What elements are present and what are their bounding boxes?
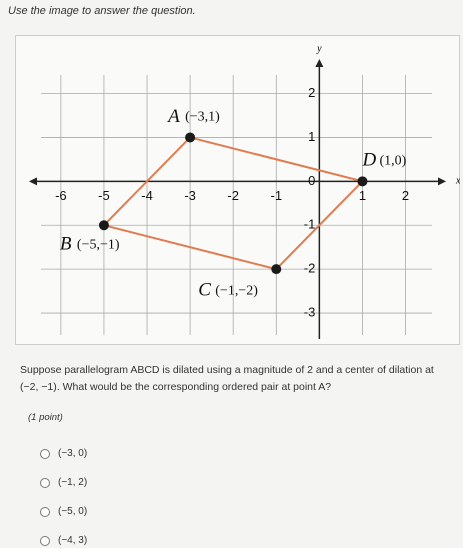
option[interactable]: (−5, 0) xyxy=(40,506,87,517)
option[interactable]: (−1, 2) xyxy=(40,477,87,488)
question: Suppose parallelogram ABCD is dilated us… xyxy=(20,364,434,393)
vertex xyxy=(98,220,109,231)
vertex-name: C xyxy=(198,280,211,301)
option[interactable]: (−4, 3) xyxy=(40,535,87,546)
vertex-coords: (−1,−2) xyxy=(215,283,258,298)
y-tick-label: -2 xyxy=(304,261,316,276)
x-tick-label: -4 xyxy=(141,188,153,203)
option-label: (−5, 0) xyxy=(58,506,88,517)
axis-label: x xyxy=(455,176,460,187)
x-tick-label: -3 xyxy=(184,188,196,203)
option-label: (−1, 2) xyxy=(58,477,88,488)
x-tick-label: 1 xyxy=(359,188,366,203)
radio-button[interactable] xyxy=(40,448,50,459)
figure-frame xyxy=(15,35,460,345)
prompt: Use the image to answer the question. xyxy=(8,5,196,17)
vertex xyxy=(185,132,196,143)
x-tick-label: 2 xyxy=(402,188,409,203)
x-tick-label: -5 xyxy=(98,188,110,203)
x-tick-label: -1 xyxy=(270,188,282,203)
vertex-name: B xyxy=(60,234,72,255)
figure: x y -6 -5 -4 -3 -2 -1 1 2 -3 -2 -1 0 1 2 A (−3,1) B (−5,−1)… xyxy=(15,35,460,345)
vertex-name: A xyxy=(166,106,180,127)
radio-button[interactable] xyxy=(40,506,50,517)
option[interactable]: (−3, 0) xyxy=(40,448,87,459)
points-note: (1 point) xyxy=(28,412,63,423)
vertex-coords: (−3,1) xyxy=(185,110,220,125)
axis-label: y xyxy=(316,43,322,54)
x-tick-label: -2 xyxy=(227,188,239,203)
y-tick-label: -1 xyxy=(304,217,316,232)
vertex-name: D xyxy=(361,150,376,171)
option-label: (−3, 0) xyxy=(58,448,88,459)
y-tick-label: -3 xyxy=(304,304,316,319)
y-tick-label: 0 xyxy=(308,173,315,188)
radio-button[interactable] xyxy=(40,535,50,546)
option-label: (−4, 3) xyxy=(58,535,88,546)
vertex-coords: (1,0) xyxy=(379,154,406,169)
radio-button[interactable] xyxy=(40,477,50,488)
y-tick-label: 2 xyxy=(308,85,315,100)
y-tick-label: 1 xyxy=(308,129,315,144)
vertex-coords: (−5,−1) xyxy=(77,237,120,252)
vertex xyxy=(357,176,368,187)
x-tick-label: -6 xyxy=(55,188,67,203)
vertex xyxy=(271,264,282,275)
